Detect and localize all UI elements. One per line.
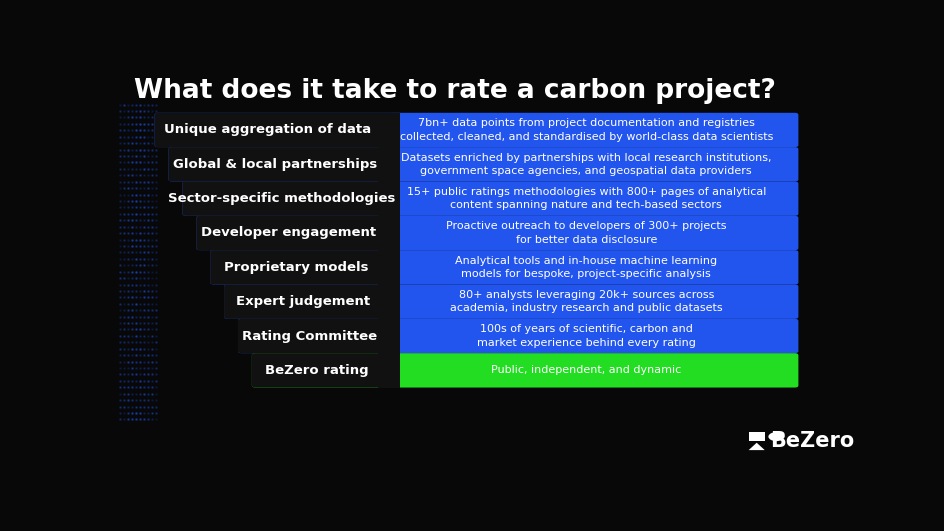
Circle shape bbox=[768, 432, 784, 441]
FancyBboxPatch shape bbox=[196, 216, 799, 250]
Bar bbox=[377, 115, 379, 145]
Bar bbox=[749, 432, 765, 441]
Bar bbox=[377, 321, 379, 351]
Text: Developer engagement: Developer engagement bbox=[201, 227, 377, 239]
Bar bbox=[378, 285, 399, 319]
FancyBboxPatch shape bbox=[238, 319, 799, 353]
Bar bbox=[378, 216, 399, 250]
FancyBboxPatch shape bbox=[224, 285, 396, 319]
FancyBboxPatch shape bbox=[224, 285, 799, 319]
Text: 15+ public ratings methodologies with 800+ pages of analytical
content spanning : 15+ public ratings methodologies with 80… bbox=[407, 187, 766, 210]
Bar bbox=[377, 184, 379, 214]
FancyBboxPatch shape bbox=[211, 250, 396, 285]
FancyBboxPatch shape bbox=[196, 216, 396, 250]
Bar bbox=[378, 113, 399, 147]
Text: Sector-specific methodologies: Sector-specific methodologies bbox=[168, 192, 396, 205]
Text: Rating Committee: Rating Committee bbox=[242, 330, 378, 342]
Bar bbox=[377, 287, 379, 317]
Bar bbox=[377, 218, 379, 248]
FancyBboxPatch shape bbox=[155, 113, 799, 147]
Text: Proactive outreach to developers of 300+ projects
for better data disclosure: Proactive outreach to developers of 300+… bbox=[446, 221, 727, 245]
Bar bbox=[378, 147, 399, 182]
FancyBboxPatch shape bbox=[252, 353, 799, 388]
Text: Unique aggregation of data: Unique aggregation of data bbox=[164, 123, 372, 136]
Text: Analytical tools and in-house machine learning
models for bespoke, project-speci: Analytical tools and in-house machine le… bbox=[455, 256, 717, 279]
Bar bbox=[377, 252, 379, 282]
FancyBboxPatch shape bbox=[238, 319, 396, 353]
Text: Global & local partnerships: Global & local partnerships bbox=[173, 158, 377, 171]
Text: What does it take to rate a carbon project?: What does it take to rate a carbon proje… bbox=[134, 78, 776, 104]
Bar bbox=[378, 250, 399, 285]
Text: Proprietary models: Proprietary models bbox=[224, 261, 368, 274]
Bar bbox=[378, 319, 399, 353]
FancyBboxPatch shape bbox=[182, 182, 799, 216]
FancyBboxPatch shape bbox=[252, 353, 396, 388]
FancyBboxPatch shape bbox=[168, 147, 396, 182]
FancyBboxPatch shape bbox=[168, 147, 799, 182]
Bar bbox=[377, 149, 379, 179]
Text: 80+ analysts leveraging 20k+ sources across
academia, industry research and publ: 80+ analysts leveraging 20k+ sources acr… bbox=[450, 290, 722, 313]
Text: BeZero: BeZero bbox=[770, 431, 855, 451]
FancyBboxPatch shape bbox=[211, 250, 799, 285]
Polygon shape bbox=[749, 443, 765, 450]
Text: Expert judgement: Expert judgement bbox=[236, 295, 370, 308]
Bar bbox=[378, 353, 399, 388]
Bar bbox=[377, 355, 379, 386]
FancyBboxPatch shape bbox=[155, 113, 396, 147]
Text: BeZero rating: BeZero rating bbox=[265, 364, 368, 377]
Text: Datasets enriched by partnerships with local research institutions,
government s: Datasets enriched by partnerships with l… bbox=[401, 153, 771, 176]
Text: 7bn+ data points from project documentation and registries
collected, cleaned, a: 7bn+ data points from project documentat… bbox=[399, 118, 773, 142]
Text: 100s of years of scientific, carbon and
market experience behind every rating: 100s of years of scientific, carbon and … bbox=[477, 324, 696, 348]
FancyBboxPatch shape bbox=[182, 182, 396, 216]
Bar bbox=[378, 182, 399, 216]
Text: Public, independent, and dynamic: Public, independent, and dynamic bbox=[491, 365, 682, 375]
